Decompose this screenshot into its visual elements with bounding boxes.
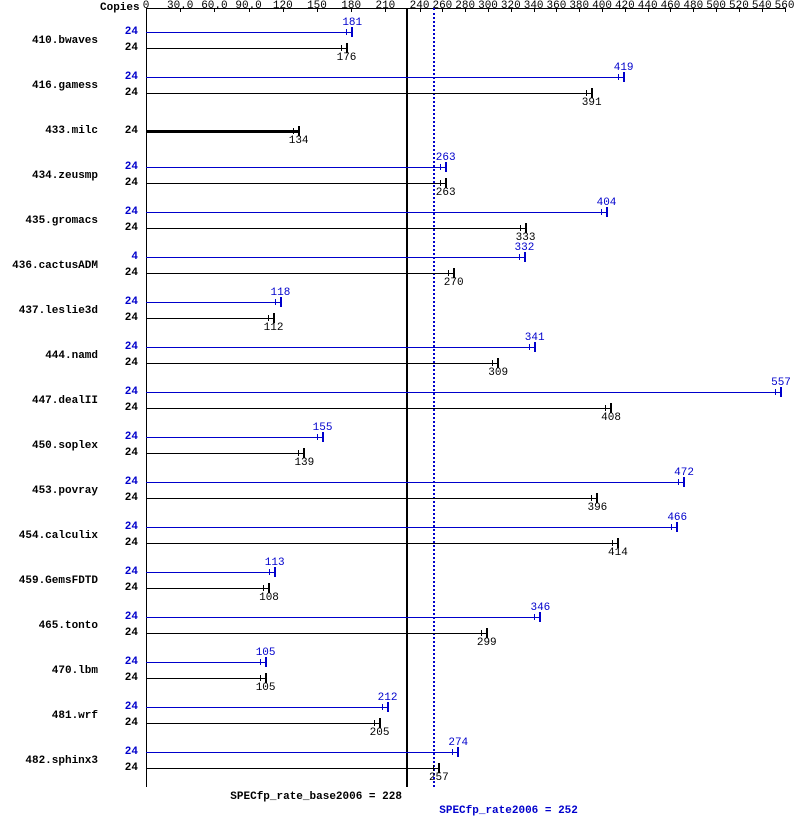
base-copies: 24: [0, 537, 138, 549]
peak-value-label: 155: [313, 422, 333, 434]
base-value-label: 176: [337, 52, 357, 64]
peak-copies: 24: [0, 71, 138, 83]
base-value-label: 139: [294, 457, 314, 469]
peak-copies: 24: [0, 26, 138, 38]
peak-copies: 24: [0, 386, 138, 398]
base-value-label: 134: [289, 135, 309, 147]
base-value-label: 257: [429, 772, 449, 784]
base-copies: 24: [0, 627, 138, 639]
base-copies: 24: [0, 177, 138, 189]
peak-summary-line: [433, 8, 435, 787]
base-copies: 24: [0, 717, 138, 729]
peak-value-label: 113: [265, 557, 285, 569]
peak-value-label: 181: [342, 17, 362, 29]
base-copies: 24: [0, 672, 138, 684]
base-value-label: 108: [259, 592, 279, 604]
peak-value-label: 472: [674, 467, 694, 479]
peak-copies: 24: [0, 611, 138, 623]
peak-copies: 24: [0, 476, 138, 488]
axis-tick-label: 90.0: [234, 0, 264, 12]
peak-copies: 24: [0, 296, 138, 308]
base-value-label: 205: [370, 727, 390, 739]
peak-copies: 24: [0, 656, 138, 668]
axis-tick-label: 560: [770, 0, 799, 12]
axis-tick-label: 60.0: [199, 0, 229, 12]
base-value-label: 309: [488, 367, 508, 379]
axis-tick-label: 0: [131, 0, 161, 12]
peak-value-label: 105: [256, 647, 276, 659]
base-summary-line: [406, 8, 408, 787]
base-value-label: 414: [608, 547, 628, 559]
peak-value-label: 404: [597, 197, 617, 209]
peak-value-label: 332: [515, 242, 535, 254]
axis-tick-label: 120: [268, 0, 298, 12]
peak-summary-label: SPECfp_rate2006 = 252: [439, 805, 578, 817]
peak-value-label: 263: [436, 152, 456, 164]
base-value-label: 263: [436, 187, 456, 199]
peak-value-label: 274: [448, 737, 468, 749]
axis-tick-label: 150: [302, 0, 332, 12]
base-copies: 24: [0, 312, 138, 324]
peak-value-label: 212: [378, 692, 398, 704]
base-copies: 24: [0, 222, 138, 234]
peak-copies: 24: [0, 746, 138, 758]
base-copies: 24: [0, 582, 138, 594]
axis-tick-label: 210: [370, 0, 400, 12]
peak-value-label: 118: [271, 287, 291, 299]
base-copies: 24: [0, 125, 138, 137]
base-copies: 24: [0, 42, 138, 54]
peak-copies: 24: [0, 701, 138, 713]
peak-copies: 24: [0, 341, 138, 353]
peak-copies: 24: [0, 431, 138, 443]
axis-tick-label: 30.0: [165, 0, 195, 12]
peak-copies: 24: [0, 161, 138, 173]
base-copies: 24: [0, 402, 138, 414]
base-copies: 24: [0, 492, 138, 504]
peak-copies: 24: [0, 521, 138, 533]
peak-value-label: 341: [525, 332, 545, 344]
peak-copies: 24: [0, 206, 138, 218]
base-copies: 24: [0, 357, 138, 369]
peak-copies: 24: [0, 566, 138, 578]
peak-value-label: 346: [530, 602, 550, 614]
base-value-label: 408: [601, 412, 621, 424]
base-value-label: 299: [477, 637, 497, 649]
peak-copies: 4: [0, 251, 138, 263]
base-value-label: 270: [444, 277, 464, 289]
base-value-label: 105: [256, 682, 276, 694]
axis-tick-label: 180: [336, 0, 366, 12]
base-value-label: 396: [587, 502, 607, 514]
base-value-label: 112: [264, 322, 284, 334]
peak-value-label: 466: [667, 512, 687, 524]
peak-value-label: 419: [614, 62, 634, 74]
base-copies: 24: [0, 447, 138, 459]
base-copies: 24: [0, 267, 138, 279]
benchmark-chart: Copies030.060.090.0120150180210240260280…: [0, 0, 799, 831]
base-summary-label: SPECfp_rate_base2006 = 228: [230, 791, 402, 803]
base-copies: 24: [0, 87, 138, 99]
peak-value-label: 557: [771, 377, 791, 389]
base-copies: 24: [0, 762, 138, 774]
base-value-label: 391: [582, 97, 602, 109]
